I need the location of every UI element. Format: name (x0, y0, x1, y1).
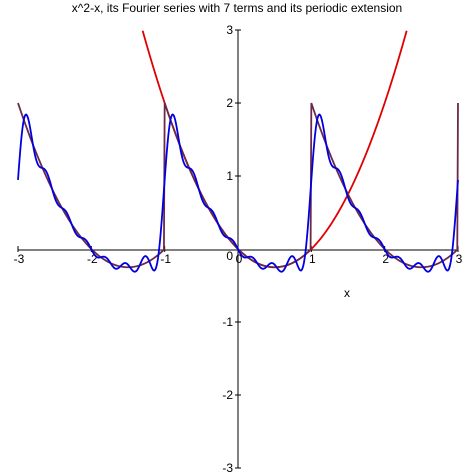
x-tick-label: -3 (14, 252, 25, 266)
x-tick-label: 2 (382, 252, 389, 266)
series-layer (17, 30, 459, 273)
y-tick-label: 1 (226, 169, 233, 183)
x-tick-label: 3 (456, 252, 463, 266)
x-tick-label: -1 (160, 252, 171, 266)
y-tick-label: 2 (226, 96, 233, 110)
y-tick-label: -2 (222, 388, 233, 402)
chart-title: x^2-x, its Fourier series with 7 terms a… (72, 1, 402, 15)
fourier-series-line (17, 113, 459, 273)
y-tick-label: -1 (222, 315, 233, 329)
x-tick-label: 1 (309, 252, 316, 266)
x-axis-label: x (344, 286, 350, 300)
origin-label: 0 (226, 249, 233, 263)
x-tick-label: 0 (236, 252, 243, 266)
x-tick-label: -2 (87, 252, 98, 266)
y-ticks: -3 -2 -1 1 2 3 0 (222, 23, 241, 475)
y-tick-label: -3 (222, 461, 233, 475)
y-tick-label: 3 (226, 23, 233, 37)
